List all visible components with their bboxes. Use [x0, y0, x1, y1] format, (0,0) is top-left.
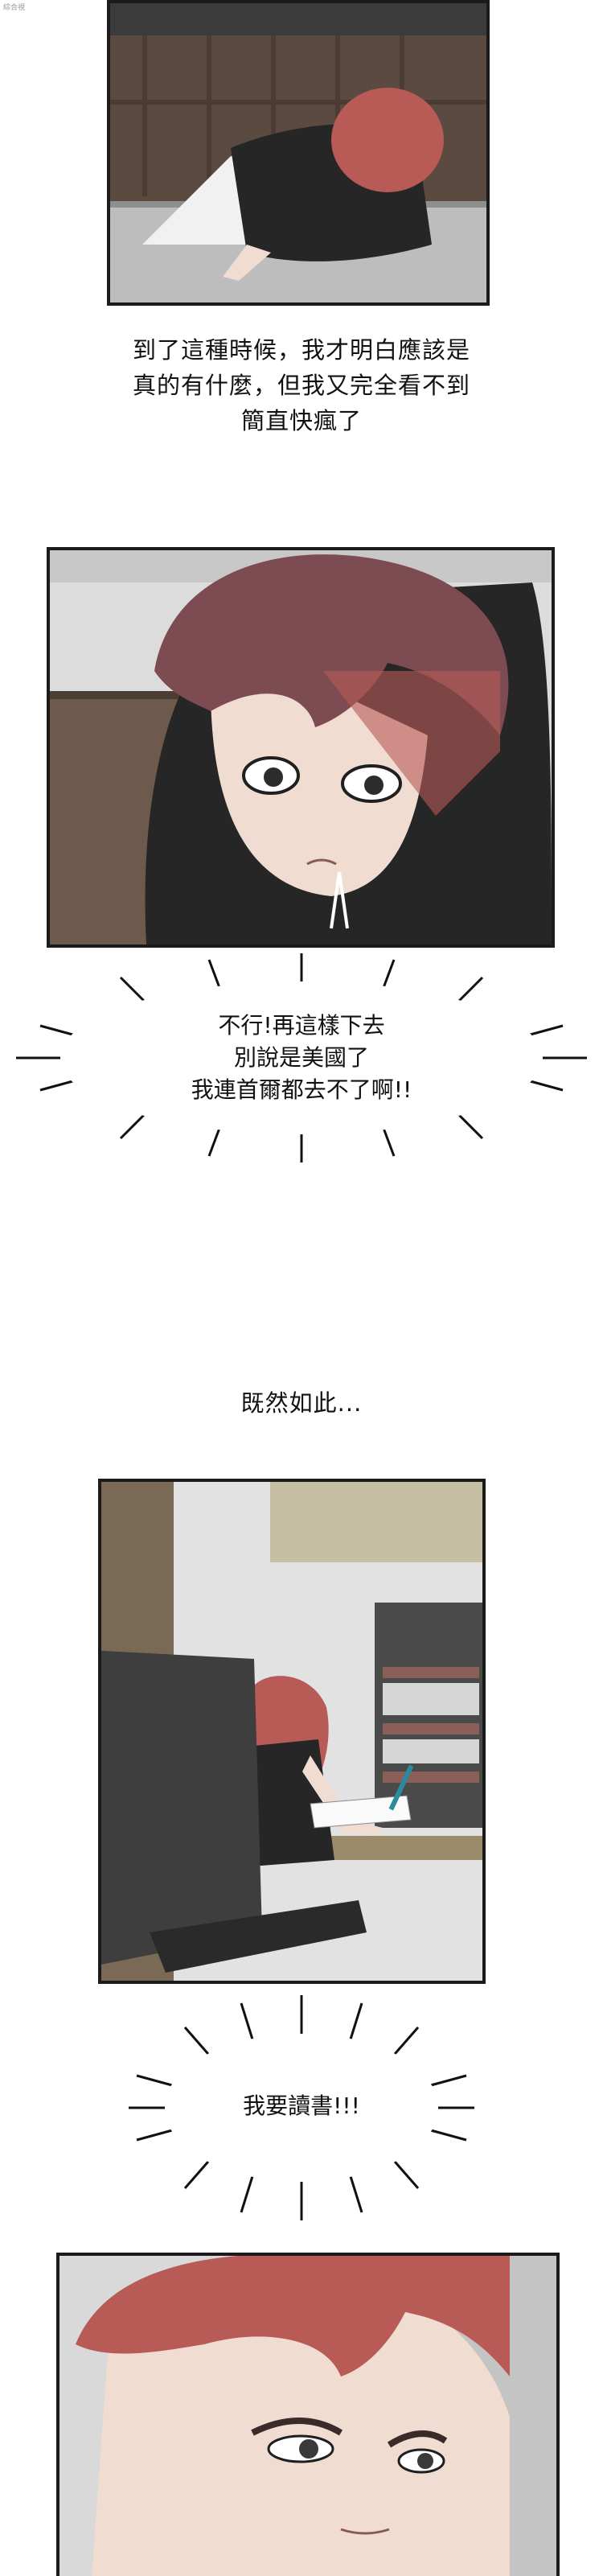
panel-determined-face: [56, 2253, 560, 2576]
spiky-speech-burst-study: 我要讀書!!!: [129, 1995, 474, 2220]
watermark: 綜合視: [3, 4, 26, 12]
burst-line: 不行!再這樣下去: [218, 1012, 385, 1039]
burst-2-shape: [129, 1995, 474, 2220]
burst-1-shape: [16, 953, 587, 1162]
narration-caption-then: 既然如此...: [240, 1389, 363, 1417]
panel-4-art: [59, 2256, 556, 2576]
spiky-speech-burst-cannot-continue: 不行!再這樣下去 別說是美國了 我連首爾都去不了啊!!: [16, 953, 587, 1162]
panel-2-art: [50, 550, 552, 944]
panel-3-art: [101, 1482, 482, 1981]
panel-collapsed-on-floor: [107, 0, 490, 306]
panel-worried-face: [47, 547, 555, 948]
burst-text-study: 我要讀書!!!: [243, 2092, 360, 2119]
caption-line: 真的有什麼，但我又完全看不到: [132, 372, 470, 399]
burst-text-cannot-continue: 不行!再這樣下去 別說是美國了 我連首爾都去不了啊!!: [16, 1010, 587, 1106]
panel-1-art: [110, 3, 486, 302]
burst-line: 別說是美國了: [233, 1044, 369, 1071]
narration-caption-realize: 到了這種時候，我才明白應該是 真的有什麼，但我又完全看不到 簡直快瘋了: [0, 332, 603, 438]
burst-line: 我連首爾都去不了啊!!: [191, 1076, 412, 1103]
caption-line: 到了這種時候，我才明白應該是: [132, 336, 470, 364]
caption-line: 簡直快瘋了: [240, 407, 362, 434]
panel-studying-at-desk: [98, 1479, 486, 1984]
